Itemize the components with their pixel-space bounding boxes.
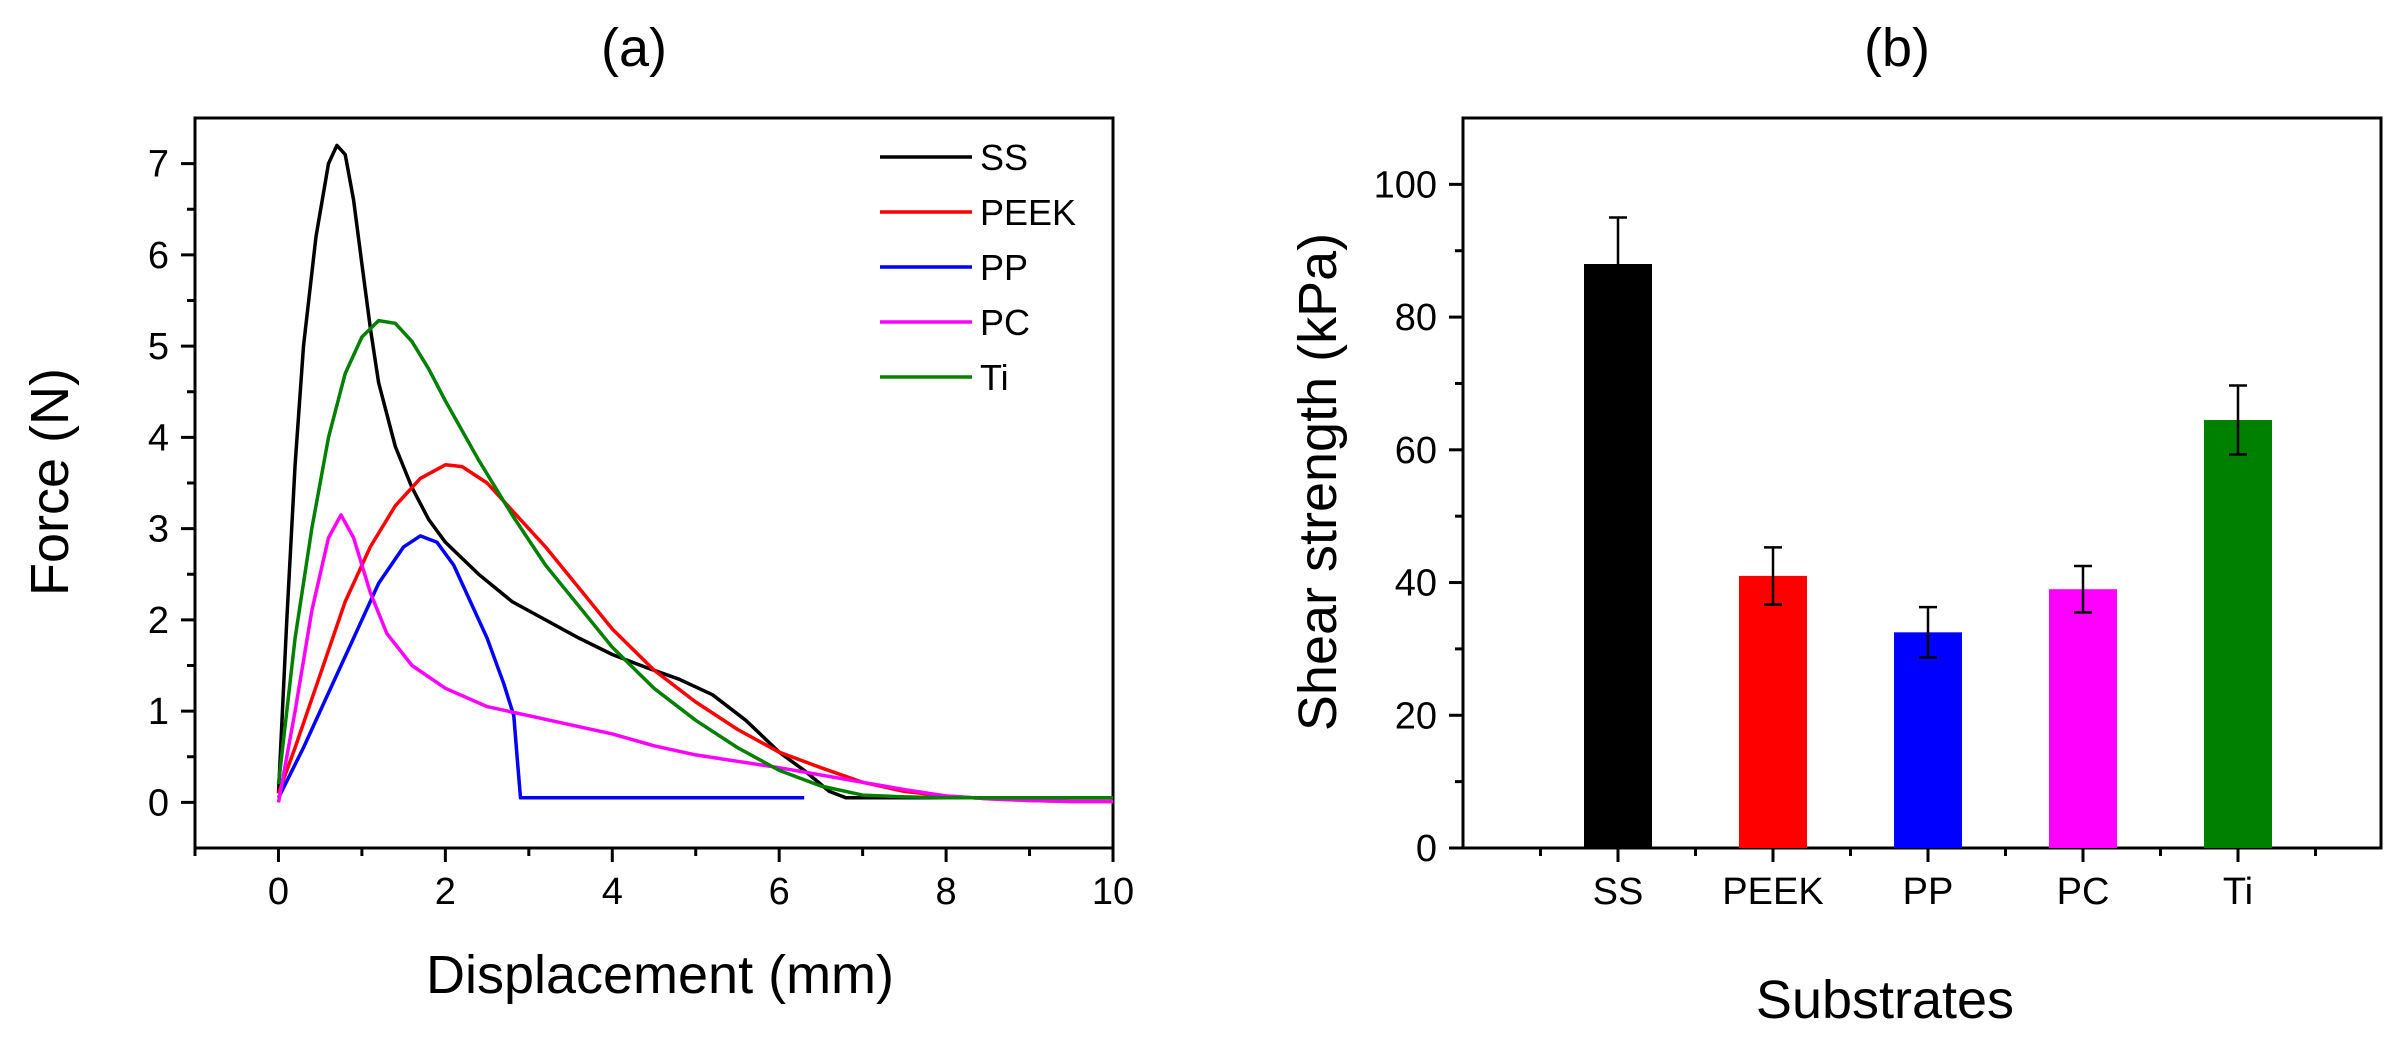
legend-label-peek: PEEK	[980, 192, 1076, 233]
y-tick-label: 80	[1395, 297, 1437, 339]
bar-peek	[1739, 575, 1807, 848]
bars-group-b: SS PEEK PP PC Ti	[1584, 216, 2272, 913]
category-label-ti: Ti	[2223, 871, 2253, 913]
y-tick-label: 60	[1395, 430, 1437, 472]
y-tick-label: 0	[148, 782, 169, 824]
series-line-pp	[276, 534, 805, 800]
series-line-peek	[276, 463, 1113, 804]
series-group-a	[276, 143, 1113, 804]
axis-ticks-b: 0 20 40 60 80 100	[1374, 164, 2317, 870]
bar-chart-panel: (b) 0 20 40 60 80 100 SS PEEK PP PC Ti Substrates…	[1288, 18, 2383, 1030]
category-label-pc: PC	[2057, 871, 2110, 913]
legend-label-pc: PC	[980, 302, 1030, 343]
x-tick-label: 6	[769, 871, 790, 913]
axis-ticks-a: 0 2 4 6 8 10 0 1 2 3 4 5 6 7	[148, 144, 1134, 913]
legend-a: SS PEEK PP PC Ti	[880, 137, 1076, 398]
panel-label-b: (b)	[1864, 18, 1930, 78]
y-tick-label: 3	[148, 509, 169, 551]
y-tick-label: 2	[148, 600, 169, 642]
bar-pc	[2049, 589, 2117, 848]
x-tick-label: 10	[1092, 871, 1134, 913]
line-chart-panel: (a) 0 2 4 6 8 10 0 1 2 3 4 5 6 7 SS PEEK PP PC Ti Displac…	[20, 18, 1134, 1005]
y-tick-label: 6	[148, 235, 169, 277]
plot-area-frame-a	[193, 116, 1115, 850]
legend-label-pp: PP	[980, 247, 1028, 288]
y-tick-label: 100	[1374, 164, 1437, 206]
y-axis-title-b: Shear strength (kPa)	[1288, 233, 1348, 731]
bar-ti	[2204, 419, 2272, 848]
x-axis-title-b: Substrates	[1756, 970, 2014, 1030]
bar-ss	[1584, 264, 1652, 848]
y-tick-label: 7	[148, 144, 169, 186]
panel-label-a: (a)	[601, 18, 667, 78]
x-tick-label: 0	[268, 871, 289, 913]
y-tick-label: 5	[148, 326, 169, 368]
series-line-ti	[276, 318, 1113, 800]
x-axis-title-a: Displacement (mm)	[426, 945, 894, 1005]
category-label-ss: SS	[1593, 871, 1644, 913]
series-line-pc	[276, 513, 1113, 804]
y-tick-label: 0	[1416, 828, 1437, 870]
y-tick-label: 20	[1395, 695, 1437, 737]
x-tick-label: 4	[602, 871, 623, 913]
y-tick-label: 40	[1395, 563, 1437, 605]
legend-label-ss: SS	[980, 137, 1028, 178]
bar-pp	[1894, 632, 1962, 848]
x-tick-label: 8	[936, 871, 957, 913]
legend-label-ti: Ti	[980, 357, 1009, 398]
y-tick-label: 1	[148, 691, 169, 733]
category-label-peek: PEEK	[1722, 871, 1823, 913]
y-axis-title-a: Force (N)	[20, 368, 80, 596]
category-label-pp: PP	[1903, 871, 1954, 913]
x-tick-label: 2	[435, 871, 456, 913]
y-tick-label: 4	[148, 417, 169, 459]
